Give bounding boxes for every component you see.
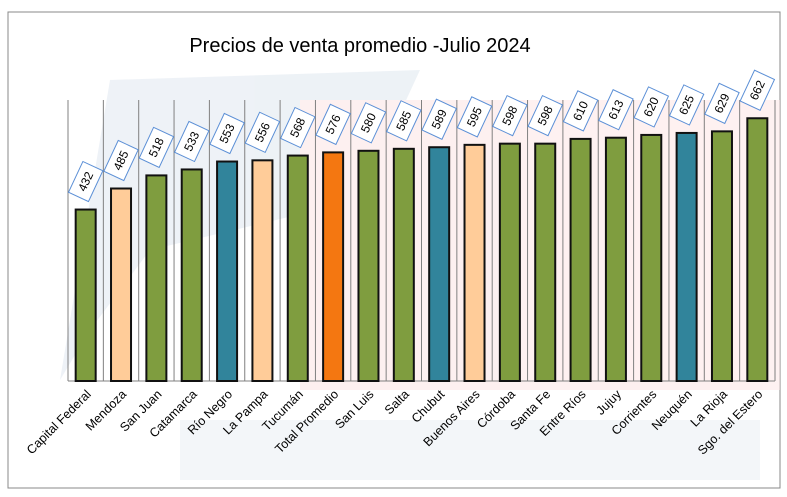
- data-label-box: [138, 126, 175, 169]
- bar: [710, 130, 733, 382]
- bar: [569, 137, 592, 382]
- bar: [74, 208, 97, 382]
- data-label: 485: [103, 139, 139, 182]
- bar: [463, 143, 486, 382]
- data-label: 432: [67, 160, 104, 203]
- data-label-box: [386, 100, 422, 142]
- data-label-box: [279, 106, 316, 149]
- bar: [498, 142, 521, 382]
- chart-title: Precios de venta promedio -Julio 2024: [189, 35, 530, 57]
- data-label-box: [209, 112, 245, 155]
- data-label-box: [739, 69, 776, 111]
- data-label: 613: [598, 88, 634, 131]
- data-label: 576: [315, 103, 351, 146]
- bar: [392, 147, 415, 382]
- bar: [675, 131, 698, 382]
- bar: [110, 187, 133, 382]
- data-label-box: [244, 111, 281, 154]
- data-label: 598: [527, 94, 564, 137]
- bar: [640, 133, 663, 382]
- category-label: Salta: [382, 387, 412, 417]
- data-label: 568: [279, 106, 316, 149]
- data-label-box: [67, 160, 104, 203]
- data-label-box: [598, 88, 634, 131]
- data-label-box: [421, 98, 457, 140]
- data-label-box: [173, 120, 210, 163]
- data-label: 580: [350, 102, 387, 144]
- data-label-box: [704, 82, 740, 125]
- data-label: 620: [633, 86, 670, 128]
- data-label-box: [492, 94, 528, 137]
- data-label: 595: [456, 96, 493, 138]
- category-label: Jujuy: [594, 387, 625, 418]
- bar: [534, 142, 557, 382]
- bar: [286, 154, 309, 382]
- bar: [746, 117, 769, 383]
- bar: [216, 160, 239, 382]
- bar: [604, 136, 627, 382]
- bar: [322, 151, 345, 382]
- data-label: 556: [244, 111, 281, 154]
- data-label: 553: [209, 112, 245, 155]
- bar: [357, 149, 380, 382]
- data-label-box: [527, 94, 564, 137]
- data-label-box: [456, 96, 493, 138]
- data-label: 629: [704, 82, 740, 125]
- data-label-box: [315, 103, 351, 146]
- data-label-box: [103, 139, 139, 182]
- data-label: 625: [668, 84, 705, 126]
- data-label-box: [633, 86, 670, 128]
- data-label: 610: [562, 90, 599, 132]
- bar: [180, 168, 203, 382]
- data-label: 662: [739, 69, 776, 111]
- data-label-box: [350, 102, 387, 144]
- data-label: 533: [173, 120, 210, 163]
- data-label-box: [562, 90, 599, 132]
- data-label-box: [668, 84, 705, 126]
- bar: [251, 159, 274, 382]
- data-label: 598: [492, 94, 528, 137]
- bar: [145, 174, 168, 382]
- data-label: 589: [421, 98, 457, 140]
- data-label: 518: [138, 126, 175, 169]
- data-label: 585: [386, 100, 422, 142]
- bar: [428, 146, 451, 382]
